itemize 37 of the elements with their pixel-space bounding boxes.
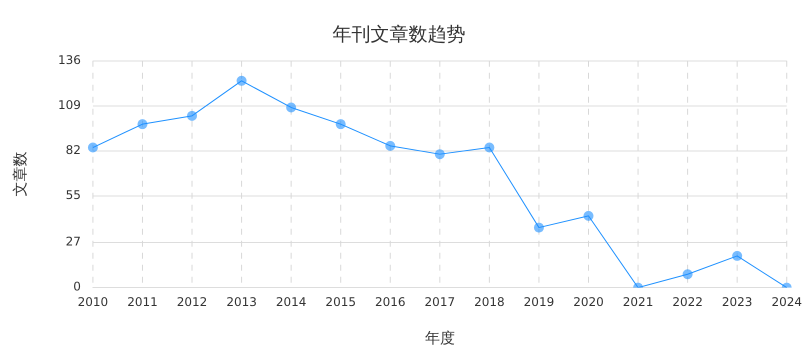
x-tick-label: 2011 (127, 294, 158, 309)
point (732, 250, 742, 261)
point (336, 119, 346, 130)
x-tick-label: 2024 (771, 294, 802, 309)
y-tick-label: 55 (66, 188, 81, 202)
point (236, 76, 247, 86)
x-tick-label: 2016 (374, 294, 406, 309)
x-tick-label: 2015 (325, 294, 356, 309)
y-tick-label: 0 (73, 280, 81, 294)
x-tick-label: 2013 (226, 294, 257, 309)
x-tick-label: 2017 (424, 294, 456, 309)
point (534, 222, 544, 233)
x-tick-label: 2014 (276, 294, 306, 309)
x-tick-label: 2023 (722, 294, 752, 309)
point (286, 102, 296, 112)
y-tick-label: 27 (66, 234, 81, 249)
chart-title: 年刊文章数趋势 (332, 23, 466, 46)
x-tick-label: 2020 (573, 294, 604, 309)
x-tick-label: 2018 (474, 294, 505, 309)
point (682, 269, 693, 280)
point (187, 110, 198, 121)
y-axis-title: 文章数 (10, 152, 29, 197)
point (137, 119, 148, 130)
x-tick-label: 2021 (622, 294, 654, 309)
point (385, 140, 396, 151)
x-axis-title: 年度 (424, 328, 455, 347)
x-tick-label: 2012 (176, 294, 208, 309)
x-tick-label: 2019 (524, 294, 554, 309)
y-tick-label: 82 (66, 142, 81, 157)
point (583, 210, 594, 221)
y-tick-label: 109 (58, 98, 81, 112)
y-tick-label: 136 (58, 52, 81, 67)
x-tick-label: 2010 (78, 294, 108, 309)
point (88, 142, 98, 153)
x-tick-label: 2022 (672, 294, 703, 309)
point (434, 149, 445, 160)
point (484, 142, 494, 153)
